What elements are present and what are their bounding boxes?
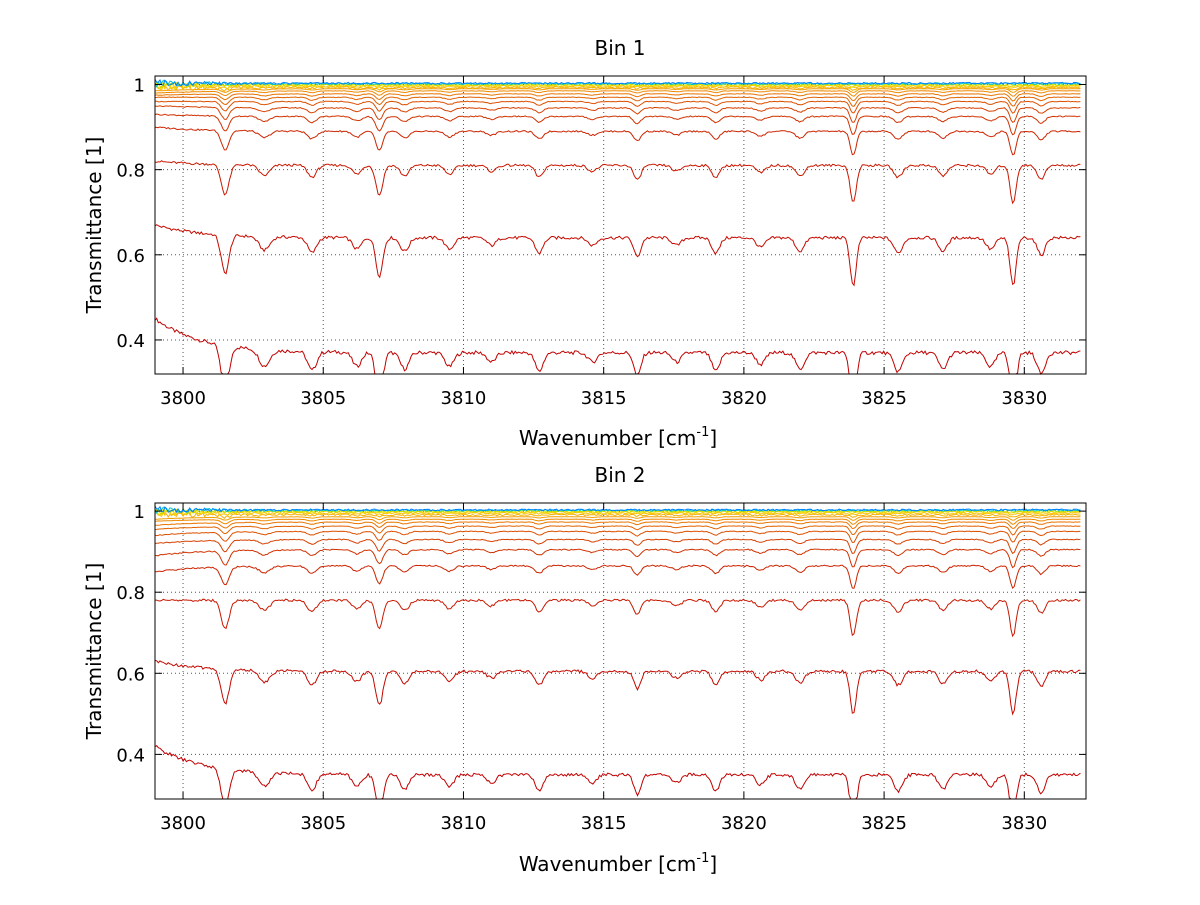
y-axis-label: Transmittance [1] (82, 137, 106, 315)
series-line-4 (155, 126, 1081, 156)
x-tick-label: 3825 (861, 813, 907, 834)
x-tick-label: 3825 (861, 388, 907, 409)
series-line-7 (154, 530, 1081, 543)
series-line-7 (154, 100, 1081, 114)
y-tick-labels: 0.4 0.6 0.8 1 (116, 502, 1086, 766)
y-tick-label: 1 (134, 76, 145, 97)
series-line-8 (154, 525, 1081, 536)
series-group (154, 505, 1081, 800)
x-axis-label-superscript: -1 (696, 425, 709, 440)
series-line-13 (154, 81, 1081, 91)
x-tick-labels: 3800 3805 3810 3815 3820 3825 3830 (160, 76, 1047, 409)
y-tick-label: 0.8 (116, 161, 145, 182)
x-axis-label-close: ] (709, 852, 717, 876)
y-tick-labels: 0.4 0.6 0.8 1 (116, 76, 1086, 352)
x-axis-label: Wavenumber [cm-1] (519, 851, 717, 876)
series-line-13 (154, 507, 1081, 518)
series-line-1 (154, 317, 1081, 375)
x-tick-label: 3810 (441, 388, 487, 409)
grid (155, 76, 1086, 374)
subplot-bin-1: Bin 1 3800 3805 3810 3815 3820 3825 3830 0.40.… (82, 36, 1087, 450)
y-tick-label: 1 (134, 502, 145, 523)
y-axis-label: Transmittance [1] (82, 563, 106, 741)
series-line-11 (155, 88, 1081, 93)
series-line-3 (155, 598, 1081, 638)
series-line-5 (154, 548, 1081, 569)
x-axis-label-superscript: -1 (696, 851, 709, 866)
x-tick-label: 3805 (300, 813, 346, 834)
series-line-2 (154, 659, 1081, 716)
series-line-1 (154, 745, 1081, 800)
series-line-10 (154, 518, 1081, 525)
series-line-11 (154, 516, 1081, 521)
series-line-9 (155, 521, 1081, 530)
series-group (154, 78, 1081, 375)
series-line-5 (154, 113, 1081, 136)
x-tick-label: 3805 (300, 388, 346, 409)
x-tick-label: 3820 (721, 388, 767, 409)
x-tick-label: 3800 (160, 813, 206, 834)
grid (155, 503, 1086, 799)
axes-frame (154, 75, 1087, 375)
x-tick-label: 3820 (721, 813, 767, 834)
subplot-title: Bin 2 (594, 463, 645, 487)
x-axis-label: Wavenumber [cm-1] (519, 425, 717, 450)
series-line-2 (154, 224, 1081, 287)
series-line-8 (155, 96, 1081, 107)
series-line-17 (154, 78, 1081, 87)
x-tick-label: 3800 (160, 388, 206, 409)
subplot-bin-2: Bin 2 3800 3805 3810 3815 3820 3825 3830 0.40.… (82, 463, 1087, 876)
series-line-12 (154, 511, 1081, 519)
y-tick-label: 0.4 (116, 331, 145, 352)
x-tick-label: 3810 (441, 813, 487, 834)
series-line-3 (155, 160, 1081, 205)
x-tick-label: 3815 (581, 388, 627, 409)
y-tick-label: 0.4 (116, 745, 145, 766)
y-tick-label: 0.6 (116, 246, 145, 267)
x-axis-label-text: Wavenumber [cm (519, 852, 697, 876)
y-tick-label: 0.6 (116, 664, 145, 685)
x-axis-label-close: ] (709, 426, 717, 450)
y-tick-label: 0.8 (116, 583, 145, 604)
series-line-10 (154, 90, 1081, 97)
x-axis-label-text: Wavenumber [cm (519, 426, 697, 450)
series-line-6 (155, 105, 1081, 123)
series-line-4 (155, 564, 1081, 590)
x-tick-label: 3830 (1001, 388, 1047, 409)
axes-frame (154, 502, 1087, 800)
series-line-17 (154, 505, 1081, 514)
series-line-9 (154, 93, 1081, 102)
series-line-6 (154, 538, 1081, 555)
x-tick-label: 3830 (1001, 813, 1047, 834)
x-tick-labels: 3800 3805 3810 3815 3820 3825 3830 (160, 503, 1047, 834)
subplot-title: Bin 1 (594, 36, 645, 60)
x-tick-label: 3815 (581, 813, 627, 834)
